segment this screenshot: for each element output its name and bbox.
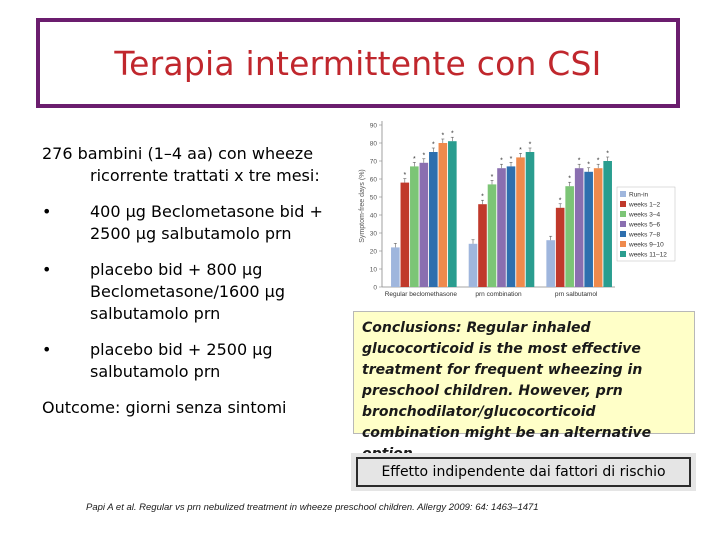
bar	[546, 240, 555, 287]
legend-label: weeks 9–10	[628, 242, 664, 249]
legend-swatch	[620, 251, 626, 257]
legend-swatch	[620, 241, 626, 247]
intro-text: 276 bambini (1–4 aa) con wheeze ricorren…	[42, 143, 342, 187]
symptom-free-days-chart: Symptom-free days (%) 0 10 20 30 40 50 60 70 80 90…	[359, 121, 676, 298]
bar	[574, 168, 584, 287]
significance-marker: *	[587, 161, 590, 168]
treatment-arm: • placebo bid + 2500 µg salbutamolo prn	[42, 339, 342, 383]
bar	[478, 204, 487, 287]
legend-label: Run-in	[629, 192, 649, 199]
bar	[516, 157, 525, 287]
intro-line-2: ricorrente trattati x tre mesi:	[90, 166, 320, 185]
y-tick-label: 10	[370, 267, 378, 274]
bullet-icon: •	[42, 202, 52, 221]
effect-box: Effetto indipendente dai fattori di risc…	[356, 457, 691, 487]
y-tick-label: 40	[370, 213, 378, 220]
effect-box-shadow	[351, 453, 696, 491]
y-tick-label: 0	[373, 285, 377, 292]
significance-marker: *	[441, 133, 444, 140]
y-tick-label: 80	[370, 141, 378, 148]
bar	[506, 166, 516, 287]
bar	[391, 247, 400, 287]
bar	[487, 184, 497, 287]
significance-marker: *	[432, 142, 435, 149]
bar	[525, 152, 535, 287]
significance-marker: *	[519, 147, 522, 154]
bar	[497, 168, 506, 287]
slide-title: Terapia intermittente con CSI	[114, 43, 602, 83]
y-axis-label: Symptom-free days (%)	[359, 169, 366, 243]
bar	[419, 162, 429, 287]
outcome-text: Outcome: giorni senza sintomi	[42, 398, 287, 417]
y-tick-label: 30	[370, 231, 378, 238]
bar	[603, 161, 612, 287]
study-description: 276 bambini (1–4 aa) con wheeze ricorren…	[42, 143, 342, 419]
bar	[438, 143, 448, 287]
significance-marker: *	[578, 158, 581, 165]
y-tick-label: 60	[370, 177, 378, 184]
legend-swatch	[620, 231, 626, 237]
legend-label: weeks 1–2	[628, 202, 660, 209]
significance-marker: *	[451, 131, 454, 138]
legend-label: weeks 11–12	[628, 252, 667, 259]
significance-marker: *	[403, 172, 406, 179]
significance-marker: *	[481, 194, 484, 201]
treatment-arms-list: • 400 µg Beclometasone bid + 2500 µg salb…	[42, 201, 342, 383]
significance-marker: *	[529, 142, 532, 149]
bar	[468, 243, 478, 287]
significance-marker: *	[568, 176, 571, 183]
significance-marker: *	[413, 156, 416, 163]
conclusion-box: Conclusions: Regular inhaled glucocortic…	[353, 311, 695, 462]
significance-marker: *	[597, 158, 600, 165]
y-tick-label: 90	[370, 123, 378, 130]
intro-line-1: 276 bambini (1–4 aa) con wheeze	[42, 144, 314, 163]
legend-swatch	[620, 211, 626, 217]
bar	[448, 141, 457, 287]
significance-marker: *	[491, 174, 494, 181]
category-label: prn salbutamol	[555, 291, 598, 298]
bar	[429, 152, 438, 287]
legend-box	[616, 186, 676, 262]
category-label: prn combination	[475, 291, 522, 298]
bar	[555, 207, 565, 287]
y-tick-label: 20	[370, 249, 378, 256]
legend-swatch	[620, 221, 626, 227]
y-tick-label: 50	[370, 195, 378, 202]
bar	[400, 182, 410, 287]
significance-marker: *	[559, 197, 562, 204]
significance-marker: *	[422, 152, 425, 159]
legend-swatch	[620, 201, 626, 207]
category-label: Regular beclomethasone	[385, 291, 458, 298]
treatment-arm-text: placebo bid + 800 µg Beclometasone/1600 …	[90, 260, 285, 323]
bar	[565, 186, 574, 287]
bullet-icon: •	[42, 260, 52, 279]
treatment-arm: • 400 µg Beclometasone bid + 2500 µg salb…	[42, 201, 342, 245]
bullet-icon: •	[42, 340, 52, 359]
treatment-arm-text: placebo bid + 2500 µg salbutamolo prn	[90, 340, 273, 381]
treatment-arm: • placebo bid + 800 µg Beclometasone/1600…	[42, 259, 342, 325]
legend-label: weeks 5–6	[628, 222, 660, 229]
y-tick-label: 70	[370, 159, 378, 166]
bar	[410, 166, 419, 287]
conclusion-text: Conclusions: Regular inhaled glucocortic…	[362, 320, 652, 462]
legend-label: weeks 3–4	[628, 212, 660, 219]
significance-marker: *	[606, 151, 609, 158]
title-box: Terapia intermittente con CSI	[36, 18, 680, 108]
bar	[593, 168, 603, 287]
legend-swatch	[620, 191, 626, 197]
legend-label: weeks 7–8	[628, 232, 660, 239]
significance-marker: *	[510, 156, 513, 163]
treatment-arm-text: 400 µg Beclometasone bid + 2500 µg salbu…	[90, 202, 323, 243]
significance-marker: *	[500, 158, 503, 165]
citation: Papi A et al. Regular vs prn nebulized t…	[86, 502, 539, 513]
bar	[584, 171, 593, 287]
